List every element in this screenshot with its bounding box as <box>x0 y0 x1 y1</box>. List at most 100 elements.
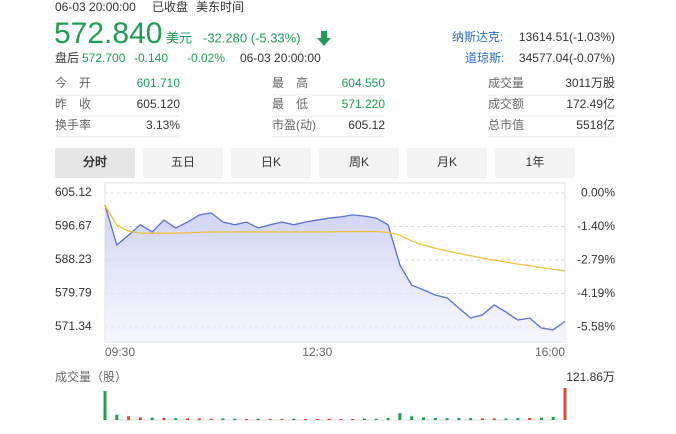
tab-label[interactable]: 周K <box>349 155 369 169</box>
tab-label[interactable]: 月K <box>437 155 457 169</box>
volume-bar <box>138 417 142 420</box>
volume-bar <box>469 418 473 420</box>
volume-bar <box>115 414 119 420</box>
stat-label: 成交额 <box>488 96 524 111</box>
stat-label: 总市值 <box>488 117 524 132</box>
y-tick-label: 596.67 <box>55 219 92 233</box>
stat-label: 最 低 <box>272 97 308 111</box>
volume-bar <box>150 417 154 420</box>
volume-bar <box>421 417 425 420</box>
volume-bar <box>551 416 555 420</box>
index-name[interactable]: 纳斯达克: <box>452 30 503 44</box>
volume-bar <box>245 418 249 420</box>
volume-bar <box>445 418 449 420</box>
x-tick-label: 16:00 <box>535 345 565 359</box>
stat-label: 换手率 <box>55 117 91 132</box>
stat-value: 605.12 <box>348 118 385 132</box>
stat-value: 605.120 <box>137 97 181 111</box>
index-value: 13614.51(-1.03%) <box>519 30 615 44</box>
datetime: 06-03 20:00:00 <box>55 0 136 14</box>
tab[interactable] <box>319 148 399 178</box>
volume-bar <box>221 418 225 420</box>
after-pct: -0.02% <box>187 51 225 65</box>
price: 572.840 <box>54 17 162 50</box>
y2-tick-label: -1.40% <box>577 219 615 233</box>
price-line <box>104 204 566 331</box>
tab-label[interactable]: 五日 <box>171 155 195 169</box>
price-area <box>105 204 565 342</box>
currency: 美元 <box>166 30 192 45</box>
after-label: 盘后 <box>55 50 79 65</box>
stat-label: 市盈(动) <box>272 117 316 132</box>
volume-bar <box>339 418 343 420</box>
tab[interactable] <box>495 148 575 178</box>
volume-bar <box>386 417 390 420</box>
tab-label[interactable]: 分时 <box>83 154 107 169</box>
stat-value: 601.710 <box>137 76 181 90</box>
tab-label[interactable]: 1年 <box>526 155 545 169</box>
x-tick-label: 12:30 <box>302 345 332 359</box>
volume-bar <box>398 413 402 420</box>
volume-bar <box>186 418 190 420</box>
tab[interactable] <box>55 148 135 178</box>
volume-bar <box>374 418 378 420</box>
y2-tick-label: -2.79% <box>577 252 615 266</box>
stat-label: 成交量 <box>488 75 524 90</box>
volume-bar <box>292 418 296 420</box>
volume-bar <box>127 416 131 420</box>
stat-value: 3011万股 <box>565 76 615 90</box>
y2-tick-label: -4.19% <box>577 286 615 300</box>
tab[interactable] <box>407 148 487 178</box>
y2-tick-label: 0.00% <box>581 185 615 199</box>
volume-bar <box>457 417 461 420</box>
stat-value: 5518亿 <box>576 117 615 132</box>
index-value: 34577.04(-0.07%) <box>519 51 615 65</box>
volume-bar <box>174 418 178 420</box>
volume-bar <box>209 418 213 420</box>
y-tick-label: 605.12 <box>55 185 92 199</box>
stat-value: 3.13% <box>146 118 180 132</box>
after-time: 06-03 20:00:00 <box>240 51 321 65</box>
stat-value: 571.220 <box>342 97 386 111</box>
change: -32.280 (-5.33%) <box>203 30 301 45</box>
x-tick-label: 09:30 <box>105 345 135 359</box>
volume-bar <box>268 418 272 420</box>
volume-bar <box>492 418 496 420</box>
stat-label: 最 高 <box>272 75 308 90</box>
y-tick-label: 571.34 <box>55 319 92 333</box>
volume-tick-label: 121.86万 <box>566 370 615 384</box>
volume-bar <box>327 418 331 420</box>
average-line <box>104 205 566 272</box>
volume-bar <box>315 418 319 420</box>
y-tick-label: 588.23 <box>55 252 92 266</box>
volume-bar <box>103 391 107 420</box>
volume-bar <box>563 388 567 420</box>
volume-bar <box>410 416 414 420</box>
volume-bar <box>304 418 308 420</box>
tab-label[interactable]: 日K <box>261 155 281 169</box>
volume-bar <box>280 418 284 420</box>
y2-tick-label: -5.58% <box>577 319 615 333</box>
volume-label: 成交量（股） <box>55 369 127 384</box>
volume-bar <box>256 418 260 420</box>
after-change: -0.140 <box>134 51 168 65</box>
volume-bar <box>516 418 520 420</box>
down-arrow <box>317 31 331 46</box>
after-price: 572.700 <box>82 51 126 65</box>
volume-bar <box>433 417 437 420</box>
stat-label: 今 开 <box>55 75 91 90</box>
index-name[interactable]: 道琼斯: <box>465 50 504 65</box>
stat-value: 172.49亿 <box>566 96 615 111</box>
tab[interactable] <box>231 148 311 178</box>
stat-label: 昨 收 <box>55 97 91 111</box>
status: 已收盘 <box>152 0 188 14</box>
volume-bar <box>162 417 166 420</box>
volume-bar <box>362 418 366 420</box>
volume-bar <box>528 417 532 420</box>
stat-value: 604.550 <box>342 76 386 90</box>
volume-bar <box>197 418 201 420</box>
tab[interactable] <box>143 148 223 178</box>
volume-bar <box>351 418 355 420</box>
volume-bar <box>539 417 543 420</box>
